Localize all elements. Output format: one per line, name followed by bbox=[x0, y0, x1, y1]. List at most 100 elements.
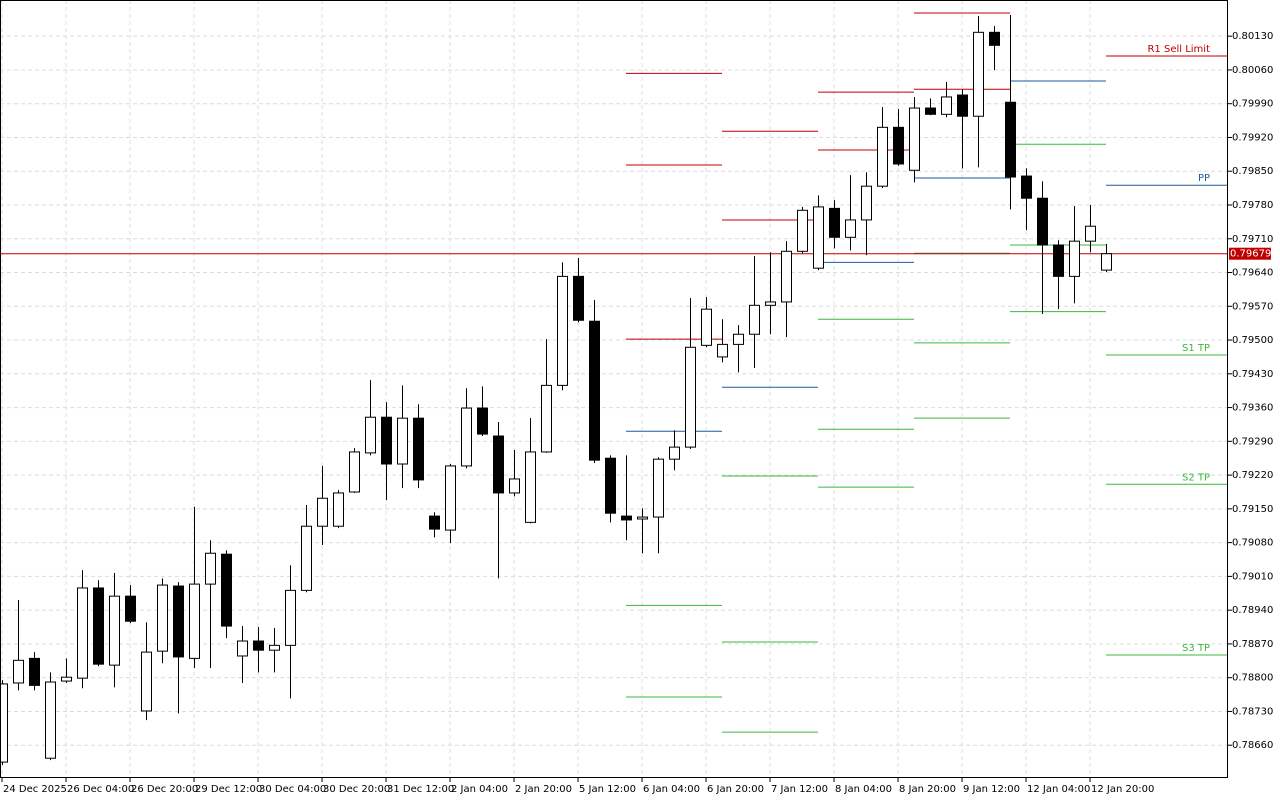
last-price-label: 0.79679 bbox=[1230, 249, 1271, 260]
candle-body bbox=[477, 407, 488, 435]
y-tick-label: 0.78940 bbox=[1232, 605, 1273, 616]
last-price-box bbox=[1229, 247, 1271, 260]
x-tick-label: 6 Jan 20:00 bbox=[707, 784, 764, 795]
candles bbox=[0, 14, 1112, 765]
levels: R1 Sell Limit PP S1 TP S2 TP S3 TP bbox=[0, 12, 1228, 733]
candle-body bbox=[1085, 225, 1096, 242]
candle-body bbox=[893, 126, 904, 165]
candle-body bbox=[445, 465, 456, 531]
y-tick-label: 0.78730 bbox=[1232, 706, 1273, 717]
candle-body bbox=[733, 333, 744, 345]
candle-body bbox=[973, 31, 984, 117]
x-tick-label: 29 Dec 12:00 bbox=[195, 784, 262, 795]
y-tick-label: 0.78660 bbox=[1232, 740, 1273, 751]
y-tick-label: 0.79710 bbox=[1232, 234, 1273, 245]
candle-body bbox=[1021, 175, 1032, 199]
y-tick-label: 0.79990 bbox=[1232, 99, 1273, 110]
candle-body bbox=[765, 301, 776, 306]
candle-body bbox=[125, 595, 136, 622]
y-tick-label: 0.80060 bbox=[1232, 65, 1273, 76]
y-tick-label: 0.79010 bbox=[1232, 571, 1273, 582]
y-tick-label: 0.79850 bbox=[1232, 166, 1273, 177]
candle-body bbox=[1037, 197, 1048, 246]
candle-body bbox=[45, 681, 56, 759]
candle-body bbox=[365, 416, 376, 454]
y-tick-label: 0.79500 bbox=[1232, 335, 1273, 346]
x-tick-label: 12 Jan 04:00 bbox=[1027, 784, 1090, 795]
x-tick-label: 24 Dec 2025 bbox=[3, 784, 67, 795]
x-tick-label: 8 Jan 04:00 bbox=[835, 784, 892, 795]
candle-body bbox=[157, 584, 168, 652]
y-tick-label: 0.78800 bbox=[1232, 673, 1273, 684]
x-tick-label: 26 Dec 04:00 bbox=[67, 784, 134, 795]
candle-body bbox=[237, 640, 248, 657]
candle-body bbox=[493, 435, 504, 494]
x-tick-label: 12 Jan 20:00 bbox=[1091, 784, 1154, 795]
candle-body bbox=[1069, 240, 1080, 277]
y-tick-label: 0.79150 bbox=[1232, 504, 1273, 515]
candle-body bbox=[813, 206, 824, 269]
candle-body bbox=[829, 207, 840, 238]
candle-body bbox=[93, 587, 104, 665]
candle-body bbox=[141, 651, 152, 712]
y-tick-label: 0.79640 bbox=[1232, 268, 1273, 279]
y-tick-label: 0.79430 bbox=[1232, 369, 1273, 380]
candle-body bbox=[877, 126, 888, 187]
x-tick-label: 2 Jan 04:00 bbox=[451, 784, 508, 795]
candle-body bbox=[925, 107, 936, 115]
candle-body bbox=[13, 659, 24, 684]
level-label: S3 TP bbox=[1182, 643, 1210, 654]
candle-body bbox=[29, 657, 40, 686]
candle-body bbox=[509, 478, 520, 494]
candle-body bbox=[909, 107, 920, 171]
y-tick-label: 0.79220 bbox=[1232, 470, 1273, 481]
candle-body bbox=[1005, 101, 1016, 178]
candle-body bbox=[285, 589, 296, 646]
candle-body bbox=[461, 407, 472, 467]
x-tick-label: 7 Jan 12:00 bbox=[771, 784, 828, 795]
candle-body bbox=[349, 451, 360, 493]
x-tick-label: 8 Jan 20:00 bbox=[899, 784, 956, 795]
candle-body bbox=[717, 343, 728, 358]
x-tick-label: 30 Dec 04:00 bbox=[259, 784, 326, 795]
x-tick-label: 31 Dec 12:00 bbox=[387, 784, 454, 795]
candle-body bbox=[989, 31, 1000, 46]
candle-body bbox=[333, 492, 344, 527]
candle-body bbox=[861, 185, 872, 221]
y-tick-label: 0.78870 bbox=[1232, 639, 1273, 650]
x-tick-label: 2 Jan 20:00 bbox=[515, 784, 572, 795]
candle-body bbox=[269, 644, 280, 651]
candle-body bbox=[301, 525, 312, 591]
candle-body bbox=[429, 515, 440, 530]
candle-body bbox=[557, 275, 568, 386]
level-label: S1 TP bbox=[1182, 343, 1210, 354]
candle-body bbox=[221, 553, 232, 627]
y-tick-label: 0.79780 bbox=[1232, 200, 1273, 211]
candle-body bbox=[701, 308, 712, 346]
x-tick-label: 30 Dec 20:00 bbox=[323, 784, 390, 795]
y-tick-label: 0.79290 bbox=[1232, 436, 1273, 447]
candle-body bbox=[685, 346, 696, 448]
candle-body bbox=[413, 417, 424, 481]
candle-body bbox=[845, 219, 856, 238]
candle-body bbox=[621, 515, 632, 521]
candle-body bbox=[541, 384, 552, 453]
candle-body bbox=[381, 416, 392, 465]
grid bbox=[0, 0, 1228, 778]
level-label: S2 TP bbox=[1182, 472, 1210, 483]
candle-body bbox=[317, 497, 328, 527]
candle-body bbox=[941, 96, 952, 115]
candle-body bbox=[637, 516, 648, 520]
x-tick-label: 5 Jan 12:00 bbox=[579, 784, 636, 795]
candle-body bbox=[253, 640, 264, 651]
candle-body bbox=[1053, 244, 1064, 277]
x-tick-label: 26 Dec 20:00 bbox=[131, 784, 198, 795]
candle-body bbox=[77, 587, 88, 679]
candle-body bbox=[397, 417, 408, 465]
candle-body bbox=[749, 304, 760, 335]
candle-body bbox=[1101, 253, 1112, 271]
x-tick-label: 9 Jan 12:00 bbox=[963, 784, 1020, 795]
